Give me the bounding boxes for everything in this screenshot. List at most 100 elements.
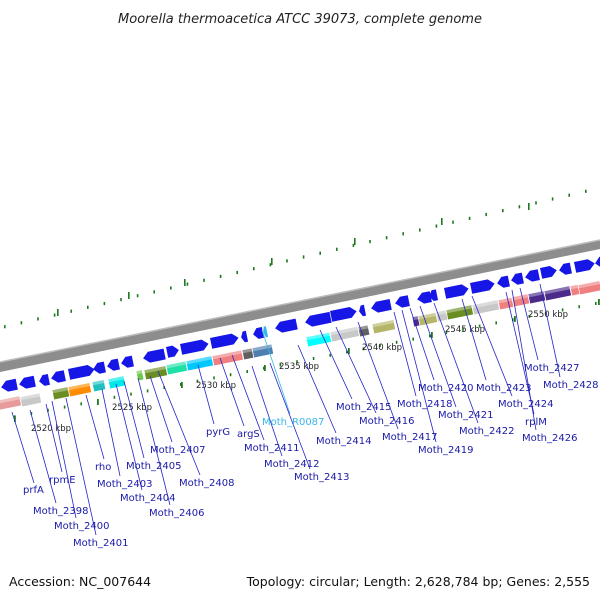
cds-arrow[interactable] (252, 327, 264, 340)
label-leader (269, 362, 311, 470)
gene-label[interactable]: rho (95, 462, 111, 473)
cds-arrow[interactable] (558, 262, 572, 276)
gene-label[interactable]: Moth_2422 (459, 426, 514, 437)
cds-arrow[interactable] (92, 361, 106, 375)
gene-label[interactable]: Moth_2428 (543, 380, 598, 391)
gene-label[interactable]: Moth_2415 (336, 402, 391, 413)
gene-label[interactable]: pyrG (206, 427, 230, 438)
gene-label[interactable]: rplM (525, 417, 547, 428)
gene-label[interactable]: Moth_2414 (316, 436, 371, 447)
cds-arrow[interactable] (524, 269, 540, 283)
cds-arrow[interactable] (304, 311, 332, 328)
cds-arrow[interactable] (394, 295, 410, 309)
cds-arrow[interactable] (210, 332, 240, 349)
gene-label[interactable]: Moth_2424 (498, 399, 553, 410)
cds-arrow[interactable] (0, 378, 18, 393)
genome-backbone (0, 240, 600, 372)
cds-arrow[interactable] (166, 345, 180, 358)
cds-arrow[interactable] (470, 278, 496, 294)
skew-dot (286, 259, 288, 263)
skew-dot (551, 197, 554, 201)
gene-label[interactable]: argS (237, 429, 260, 440)
cds-arrow[interactable] (180, 338, 210, 355)
cds-arrow[interactable] (594, 255, 600, 269)
cds-arrow[interactable] (358, 304, 367, 317)
scale-tick (296, 360, 298, 364)
scale-tick (445, 331, 448, 335)
scale-tick (180, 382, 182, 386)
gene-label[interactable]: Moth_2408 (179, 478, 234, 489)
label-leader (511, 289, 537, 431)
cds-arrow[interactable] (38, 374, 50, 387)
skew-dot (70, 309, 72, 313)
gene-label[interactable]: Moth_2413 (294, 472, 349, 483)
label-leader (149, 375, 173, 443)
gene-label[interactable]: Moth_2412 (264, 459, 319, 470)
gene-label[interactable]: Moth_2423 (476, 383, 531, 394)
scale-major-tick (514, 316, 516, 322)
gene-label[interactable]: prfA (23, 485, 44, 496)
skew-dot (219, 274, 222, 278)
scale-tick (196, 379, 199, 383)
gene-label[interactable]: Moth_2416 (359, 416, 414, 427)
label-leader (433, 302, 479, 424)
cds-arrow[interactable] (510, 272, 524, 286)
cds-arrow[interactable] (540, 265, 558, 279)
cds-arrow[interactable] (574, 258, 596, 273)
category-box (305, 331, 332, 348)
scale-major-tick (264, 365, 266, 371)
rna-label[interactable]: Moth_R0087 (262, 417, 324, 428)
category-box (19, 392, 42, 408)
scale-tick (63, 405, 66, 409)
gene-label[interactable]: Moth_2407 (150, 445, 205, 456)
cds-arrow[interactable] (416, 291, 432, 305)
scale-major-tick (97, 399, 99, 405)
scale-label: 2545 kbp (445, 325, 485, 335)
gene-label[interactable]: Moth_2421 (438, 410, 493, 421)
gene-label[interactable]: Moth_2401 (73, 538, 128, 549)
label-leader (197, 364, 215, 425)
label-leader (51, 400, 77, 519)
gene-label[interactable]: Moth_2418 (397, 399, 452, 410)
genome-title: Moorella thermoacetica ATCC 39073, compl… (118, 12, 482, 27)
cds-arrow[interactable] (496, 275, 510, 289)
gene-label[interactable]: rpmE (49, 475, 76, 486)
gene-label[interactable]: Moth_2404 (120, 493, 175, 504)
scale-labels: 2520 kbp 2525 kbp 2530 kbp 2535 kbp 2540… (31, 310, 568, 434)
gene-label[interactable]: Moth_2403 (97, 479, 152, 490)
cds-arrow[interactable] (428, 289, 439, 302)
gene-label[interactable]: Moth_2411 (244, 443, 299, 454)
cds-arrow[interactable] (142, 348, 166, 364)
cds-arrow[interactable] (106, 358, 120, 372)
skew-dot (269, 263, 272, 267)
gene-label[interactable]: Moth_2398 (33, 506, 88, 517)
scale-tick (312, 357, 315, 360)
category-box (435, 309, 449, 323)
cds-arrow[interactable] (18, 375, 36, 390)
cds-arrow[interactable] (274, 318, 298, 334)
cds-arrow[interactable] (330, 306, 358, 322)
cds-arrow[interactable] (240, 330, 249, 343)
skew-major-dot (271, 258, 273, 265)
cds-arrow[interactable] (68, 364, 96, 380)
gene-label[interactable]: Moth_2419 (418, 445, 473, 456)
category-box (471, 299, 500, 316)
gene-label[interactable]: Moth_2427 (524, 363, 579, 374)
gene-label[interactable]: Moth_2405 (126, 461, 181, 472)
scale-tick (263, 366, 265, 370)
gene-label[interactable]: Moth_2400 (54, 521, 109, 532)
label-leader (65, 397, 97, 536)
cds-arrow[interactable] (120, 355, 134, 369)
label-leader (419, 305, 457, 408)
cds-arrow[interactable] (444, 283, 470, 299)
gene-label[interactable]: Moth_2420 (418, 383, 473, 394)
cds-arrow[interactable] (50, 370, 66, 384)
rna-feature[interactable] (262, 326, 269, 338)
gene-label[interactable]: Moth_2417 (382, 432, 437, 443)
gene-label[interactable]: Moth_2426 (522, 433, 577, 444)
scale-tick (346, 350, 348, 354)
label-leader (251, 365, 283, 457)
scale-major-tick (431, 332, 433, 338)
gene-label[interactable]: Moth_2406 (149, 508, 204, 519)
cds-arrow[interactable] (370, 299, 392, 314)
